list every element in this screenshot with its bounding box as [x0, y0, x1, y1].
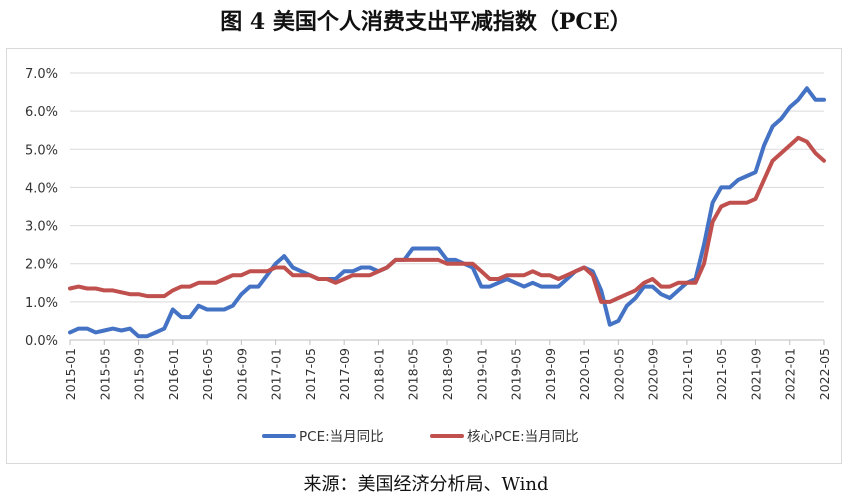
legend-label-1: 核心PCE:当月同比: [467, 429, 579, 445]
x-tick-label: 2019-05: [509, 348, 524, 400]
x-tick-label: 2021-05: [714, 348, 729, 400]
y-tick-label: 4.0%: [25, 181, 58, 196]
source-note: 来源：美国经济分析局、Wind: [303, 474, 549, 495]
x-tick-label: 2022-01: [783, 348, 798, 400]
chart-title: 图 4 美国个人消费支出平减指数（PCE）: [220, 9, 632, 35]
x-tick-label: 2015-05: [97, 348, 112, 400]
x-tick-label: 2015-01: [63, 348, 78, 400]
y-tick-label: 1.0%: [25, 296, 58, 311]
x-tick-label: 2017-05: [303, 348, 318, 400]
x-tick-label: 2016-01: [166, 348, 181, 400]
x-tick-label: 2019-09: [543, 348, 558, 400]
x-tick-label: 2016-05: [200, 348, 215, 400]
x-tick-label: 2016-09: [234, 348, 249, 400]
y-tick-label: 7.0%: [25, 67, 58, 82]
x-tick-label: 2017-09: [337, 348, 352, 400]
x-tick-label: 2017-01: [269, 348, 284, 400]
x-tick-label: 2015-09: [132, 348, 147, 400]
y-tick-label: 2.0%: [25, 258, 58, 273]
x-tick-label: 2018-05: [406, 348, 421, 400]
x-tick-label: 2020-05: [611, 348, 626, 400]
x-tick-label: 2020-01: [577, 348, 592, 400]
y-tick-label: 6.0%: [25, 105, 58, 120]
chart-frame: [6, 48, 842, 464]
series-line-1: [68, 135, 826, 304]
y-tick-label: 5.0%: [25, 143, 58, 158]
pce-line-chart: 0.0% 1.0% 2.0% 3.0% 4.0% 5.0% 6.0% 7.0% 2015-01 2…: [25, 67, 832, 445]
x-tick-label: 2018-01: [371, 348, 386, 400]
y-tick-label: 3.0%: [25, 220, 58, 235]
x-tick-label: 2021-09: [748, 348, 763, 400]
x-tick-label: 2018-09: [440, 348, 455, 400]
x-tick-label: 2021-01: [680, 348, 695, 400]
y-tick-label: 0.0%: [25, 334, 58, 349]
series-line-0: [68, 86, 826, 339]
x-tick-label: 2022-05: [817, 348, 832, 400]
legend-label-0: PCE:当月同比: [299, 429, 384, 445]
x-tick-label: 2019-01: [474, 348, 489, 400]
x-tick-label: 2020-09: [646, 348, 661, 400]
